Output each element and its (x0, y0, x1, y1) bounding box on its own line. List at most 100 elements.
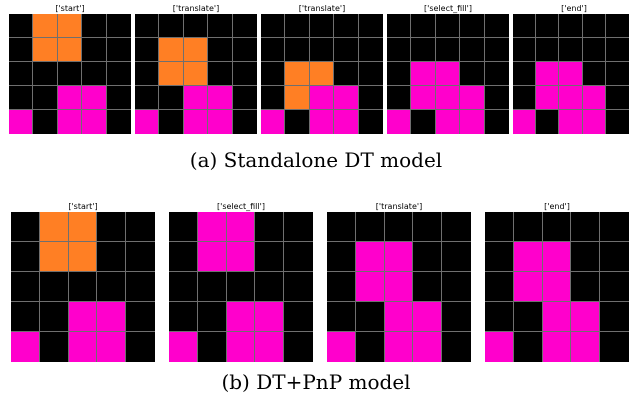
row-a-panel-5-grid (513, 14, 629, 134)
row-a-panel-2-grid (135, 14, 257, 134)
row-b-panel-4-title: ['end'] (544, 202, 570, 211)
grid-cell (285, 86, 310, 110)
grid-cell (513, 332, 543, 362)
grid-cell (600, 242, 629, 272)
grid-cell (513, 62, 537, 86)
grid-cell (33, 14, 58, 38)
grid-cell (169, 242, 198, 272)
grid-cell (97, 272, 127, 302)
grid-cell (355, 242, 385, 272)
grid-cell (135, 110, 160, 134)
grid-cell (106, 38, 131, 62)
grid-cell (513, 212, 543, 242)
grid-cell (208, 86, 233, 110)
grid-cell (442, 302, 471, 332)
grid-cell (413, 332, 443, 362)
grid-cell (309, 86, 335, 110)
grid-cell (542, 302, 572, 332)
grid-cell (435, 14, 461, 38)
grid-cell (571, 272, 601, 302)
grid-cell (387, 14, 412, 38)
grid-cell (284, 332, 313, 362)
grid-cell (11, 242, 40, 272)
grid-cell (513, 38, 537, 62)
grid-cell (232, 14, 257, 38)
grid-cell (39, 302, 69, 332)
grid-cell (9, 38, 34, 62)
grid-cell (600, 332, 629, 362)
grid-cell (355, 212, 385, 242)
grid-cell (384, 272, 414, 302)
grid-cell (284, 212, 313, 242)
row-a-panel-5-title: ['end'] (561, 4, 587, 13)
grid-cell (413, 272, 443, 302)
grid-cell (97, 242, 127, 272)
grid-cell (460, 14, 485, 38)
caption-a: (a) Standalone DT model (189, 148, 443, 172)
grid-cell (413, 212, 443, 242)
grid-cell (513, 302, 543, 332)
grid-cell (485, 242, 514, 272)
row-a-panel-2: ['translate'] (135, 4, 257, 134)
grid-cell (387, 62, 412, 86)
grid-cell (135, 14, 160, 38)
grid-cell (208, 62, 233, 86)
grid-cell (358, 110, 383, 134)
grid-cell (542, 212, 572, 242)
grid-cell (126, 302, 155, 332)
grid-cell (435, 38, 461, 62)
grid-cell (159, 38, 184, 62)
grid-cell (197, 242, 227, 272)
grid-cell (582, 110, 606, 134)
grid-cell (255, 332, 285, 362)
row-a-panel-3-grid (261, 14, 383, 134)
grid-cell (68, 272, 98, 302)
grid-cell (226, 332, 256, 362)
grid-cell (82, 62, 107, 86)
grid-cell (97, 212, 127, 242)
grid-cell (9, 110, 34, 134)
grid-cell (106, 62, 131, 86)
grid-cell (285, 14, 310, 38)
grid-cell (605, 110, 629, 134)
grid-cell (442, 332, 471, 362)
grid-cell (309, 62, 335, 86)
grid-cell (284, 242, 313, 272)
grid-cell (183, 110, 209, 134)
grid-cell (183, 86, 209, 110)
grid-cell (605, 62, 629, 86)
grid-cell (11, 212, 40, 242)
grid-cell (334, 14, 359, 38)
grid-cell (484, 86, 509, 110)
grid-cell (484, 62, 509, 86)
grid-cell (255, 302, 285, 332)
grid-cell (536, 14, 560, 38)
grid-cell (387, 38, 412, 62)
grid-cell (284, 272, 313, 302)
row-b-panel-4: ['end'] (485, 202, 629, 362)
grid-cell (460, 110, 485, 134)
grid-cell (232, 38, 257, 62)
grid-cell (582, 86, 606, 110)
row-a-panel-2-title: ['translate'] (172, 4, 220, 13)
grid-cell (513, 14, 537, 38)
grid-cell (559, 38, 583, 62)
grid-cell (285, 38, 310, 62)
grid-cell (413, 242, 443, 272)
grid-cell (485, 332, 514, 362)
grid-cell (57, 14, 83, 38)
grid-cell (411, 14, 436, 38)
grid-cell (542, 242, 572, 272)
grid-cell (33, 86, 58, 110)
grid-cell (571, 212, 601, 242)
grid-cell (9, 86, 34, 110)
grid-cell (309, 14, 335, 38)
grid-cell (82, 14, 107, 38)
grid-cell (57, 86, 83, 110)
grid-cell (485, 272, 514, 302)
grid-cell (387, 110, 412, 134)
grid-cell (327, 302, 356, 332)
row-b-panel-1-title: ['start'] (68, 202, 98, 211)
grid-cell (442, 272, 471, 302)
grid-cell (559, 14, 583, 38)
